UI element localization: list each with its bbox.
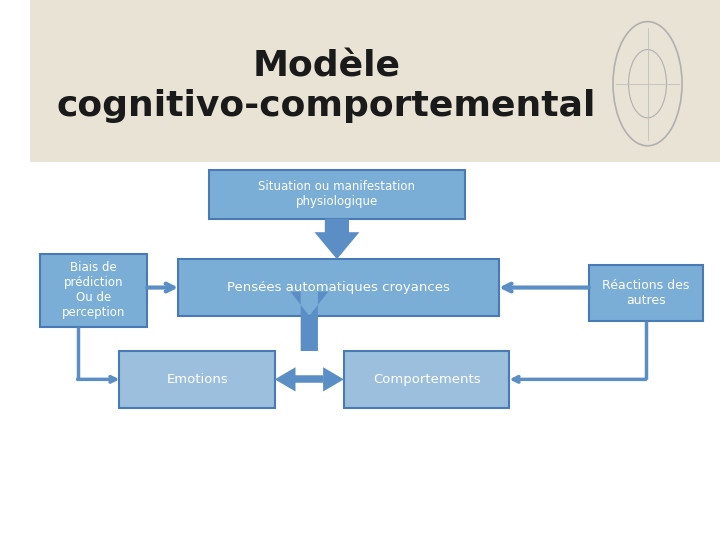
FancyBboxPatch shape (178, 259, 499, 316)
FancyBboxPatch shape (30, 0, 720, 162)
Polygon shape (315, 219, 359, 259)
Text: Emotions: Emotions (166, 373, 228, 386)
Text: Modèle
cognitivo-comportemental: Modèle cognitivo-comportemental (57, 50, 596, 123)
FancyBboxPatch shape (40, 254, 147, 327)
Polygon shape (275, 367, 295, 392)
Polygon shape (323, 367, 344, 392)
FancyBboxPatch shape (344, 351, 510, 408)
Text: Situation ou manifestation
physiologique: Situation ou manifestation physiologique (258, 180, 415, 208)
Text: Biais de
prédiction
Ou de
perception: Biais de prédiction Ou de perception (62, 261, 125, 319)
Polygon shape (290, 292, 328, 351)
FancyBboxPatch shape (589, 265, 703, 321)
Text: Pensées automatiques croyances: Pensées automatiques croyances (228, 281, 450, 294)
Text: Comportements: Comportements (373, 373, 480, 386)
FancyBboxPatch shape (210, 170, 464, 219)
FancyBboxPatch shape (120, 351, 275, 408)
Text: Réactions des
autres: Réactions des autres (602, 279, 690, 307)
